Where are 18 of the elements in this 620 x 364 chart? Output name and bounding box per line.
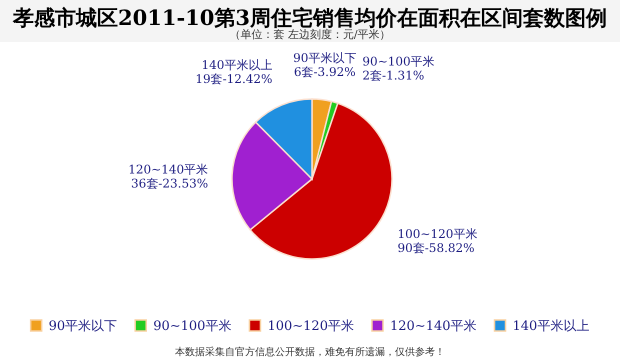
slice-label: 120~140平米 xyxy=(128,162,208,177)
legend-label: 100~120平米 xyxy=(267,319,354,334)
data-label: 6套-3.92% xyxy=(294,64,356,79)
chart-title: 孝感市城区2011-10第3周住宅销售均价在面积在区间套数图例 xyxy=(12,5,607,30)
data-label: 2套-1.31% xyxy=(362,68,424,82)
slice-label: 140平米以上 xyxy=(202,58,272,72)
slice-label: 90平米以下 xyxy=(293,50,356,65)
legend-label: 90~100平米 xyxy=(153,319,232,334)
chart-subtitle: （单位：套 左边刻度：元/平米） xyxy=(229,28,391,41)
data-label: 19套-12.42% xyxy=(195,72,272,86)
data-label: 36套-23.53% xyxy=(131,176,208,191)
data-label: 90套-58.82% xyxy=(397,241,475,256)
slice-label: 100~120平米 xyxy=(397,227,478,242)
text: 本数据采集自官方信息公开数据，难免有所遗漏，仅供参考！ xyxy=(175,346,445,358)
slice-label: 90~100平米 xyxy=(362,54,435,68)
legend-label: 120~140平米 xyxy=(390,319,477,334)
legend-label: 90平米以下 xyxy=(48,319,118,334)
legend-label: 140平米以上 xyxy=(512,319,590,334)
